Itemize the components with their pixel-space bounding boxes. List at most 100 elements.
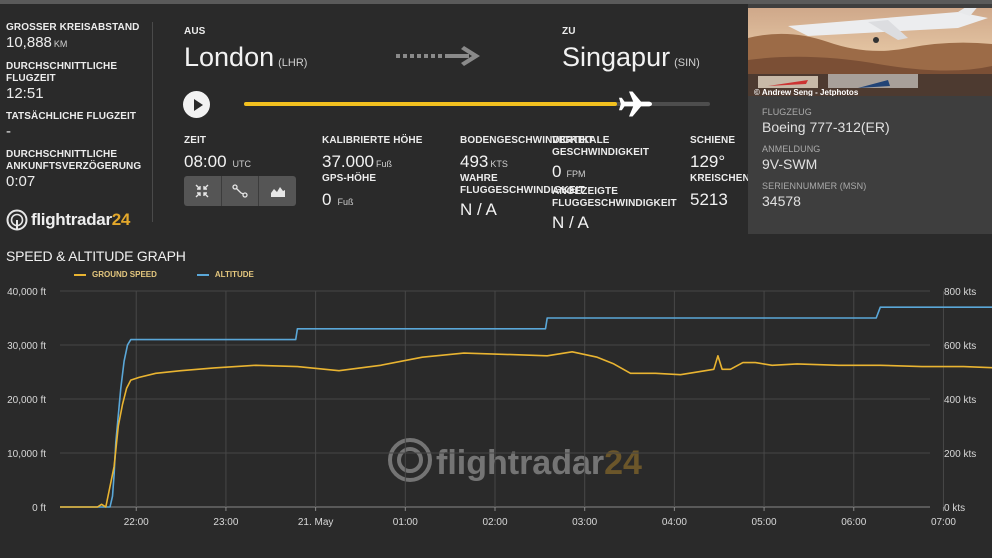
aircraft-photo-image	[748, 8, 992, 96]
actual-flight-time: TATSÄCHLICHE FLUGZEIT -	[6, 111, 146, 141]
metric-label: BODENGESCHWINDIGKEIT	[460, 135, 594, 146]
metric-value: 129°	[690, 152, 726, 171]
x-tick-label: 03:00	[572, 517, 597, 528]
route-icon	[232, 184, 248, 198]
logo-text: flightradar24	[31, 210, 131, 229]
y-right-tick-label: 800 kts	[944, 287, 976, 298]
graph-legend: GROUND SPEED ALTITUDE	[74, 270, 254, 279]
gps-altitude: GPS-HÖHE 0 Fuß	[322, 173, 376, 210]
chart-canvas[interactable]: flightradar24 0 ft 0 kts 10,000 ft 200 kts 20…	[0, 234, 992, 558]
route-arrow-icon	[396, 46, 480, 66]
y-left-tick-label: 40,000 ft	[7, 287, 46, 298]
x-tick-label: 23:00	[213, 517, 238, 528]
watermark: flightradar24	[388, 438, 642, 482]
msn-value: 34578	[762, 193, 801, 209]
metric-label: KALIBRIERTE HÖHE	[322, 135, 423, 146]
time-block: ZEIT 08:00 UTC	[184, 135, 251, 172]
legend-swatch	[196, 273, 209, 276]
route-button[interactable]	[222, 176, 260, 206]
graph-title: SPEED & ALTITUDE GRAPH	[6, 248, 186, 264]
metric-label: WAHRE FLUGGESCHWINDIGKEIT	[460, 173, 585, 196]
stat-label: GROSSER KREISABSTAND	[6, 22, 140, 33]
metric-value: 5213	[690, 190, 728, 209]
metric-value: N / A	[552, 213, 589, 232]
flightradar-logo[interactable]: flightradar24	[6, 209, 130, 231]
airplane-icon[interactable]	[616, 90, 654, 118]
collapse-icon	[195, 184, 209, 198]
calibrated-altitude: KALIBRIERTE HÖHE 37.000 Fuß	[322, 135, 423, 172]
destination: ZU Singapur (SIN)	[562, 26, 700, 73]
playback-progress	[244, 102, 617, 106]
origin: AUS London (LHR)	[184, 26, 307, 73]
x-tick-label: 21. May	[298, 517, 334, 528]
y-left-tick-label: 20,000 ft	[7, 395, 46, 406]
msn-label: SERIENNUMMER (MSN)	[762, 181, 867, 191]
aircraft-type-value: Boeing 777-312(ER)	[762, 119, 890, 135]
registration-label: ANMELDUNG	[762, 144, 821, 154]
aircraft-panel: © Andrew Seng - Jetphotos FLUGZEUG Boein…	[748, 4, 992, 238]
view-button-group	[184, 176, 296, 206]
metric-label: KREISCHEN	[690, 173, 750, 184]
track: SCHIENE 129°	[690, 135, 735, 172]
destination-label: ZU	[562, 26, 576, 37]
stat-value: -	[6, 123, 11, 140]
x-tick-label: 04:00	[662, 517, 687, 528]
photo-credit[interactable]: © Andrew Seng - Jetphotos	[754, 88, 859, 96]
metric-label: ANGEZEIGTE FLUGGESCHWINDIGKEIT	[552, 186, 677, 209]
origin-city[interactable]: London (LHR)	[184, 42, 308, 72]
x-tick-label: 06:00	[841, 517, 866, 528]
play-button[interactable]	[183, 91, 210, 118]
speed-altitude-graph: SPEED & ALTITUDE GRAPH GROUND SPEED ALTI…	[0, 234, 992, 558]
squawk: KREISCHEN 5213	[690, 173, 750, 210]
y-right-tick-label: 200 kts	[944, 449, 976, 460]
aircraft-photo[interactable]: © Andrew Seng - Jetphotos	[748, 8, 992, 96]
stat-label: TATSÄCHLICHE FLUGZEIT	[6, 111, 137, 122]
metric-label: VERTIKALE GESCHWINDIGKEIT	[552, 135, 650, 158]
ground-speed-series-line	[60, 351, 992, 508]
vertical-speed: VERTIKALE GESCHWINDIGKEIT 0 FPM	[552, 135, 672, 182]
x-tick-label: 07:00	[931, 517, 956, 528]
collapse-button[interactable]	[184, 176, 222, 206]
stat-value: 12:51	[6, 85, 44, 102]
flight-info-panel: GROSSER KREISABSTAND 10,888 KM DURCHSCHNI…	[0, 0, 992, 238]
y-right-tick-label: 400 kts	[944, 395, 976, 406]
aircraft-details: FLUGZEUG Boeing 777-312(ER) ANMELDUNG 9V…	[762, 106, 890, 217]
great-circle-distance: GROSSER KREISABSTAND 10,888 KM	[6, 22, 146, 53]
y-left-tick-label: 30,000 ft	[7, 341, 46, 352]
average-flight-time: DURCHSCHNITTLICHE FLUGZEIT 12:51	[6, 61, 146, 103]
stat-value: 0:07	[6, 173, 36, 190]
x-tick-label: 05:00	[752, 517, 777, 528]
y-left-tick-label: 0 ft	[32, 503, 46, 514]
metric-value: 0 FPM	[552, 162, 586, 181]
metric-value: N / A	[460, 200, 497, 219]
watermark-radar-icon	[397, 447, 423, 473]
aircraft-type-label: FLUGZEUG	[762, 107, 812, 117]
stat-label: DURCHSCHNITTLICHE FLUGZEIT	[6, 61, 118, 84]
play-icon	[193, 98, 203, 111]
metric-label: SCHIENE	[690, 135, 736, 146]
y-left-tick-label: 10,000 ft	[7, 449, 46, 460]
origin-label: AUS	[184, 26, 206, 37]
registration-value: 9V-SWM	[762, 156, 818, 172]
metric-value: 493 KTS	[460, 152, 508, 171]
destination-city[interactable]: Singapur (SIN)	[562, 42, 700, 72]
ground-speed: BODENGESCHWINDIGKEIT 493 KTS	[460, 135, 594, 172]
stat-value: 10,888 KM	[6, 34, 68, 51]
y-right-tick-label: 600 kts	[944, 341, 976, 352]
average-arrival-delay: DURCHSCHNITTLICHE ANKUNFTSVERZÖGERUNG 0:…	[6, 149, 146, 191]
playback-slider[interactable]	[244, 102, 710, 106]
time-value: 08:00 UTC	[184, 152, 252, 171]
watermark-radar-icon	[388, 438, 432, 482]
true-airspeed: WAHRE FLUGGESCHWINDIGKEIT N / A	[460, 173, 585, 220]
legend-ground-speed[interactable]: GROUND SPEED	[74, 270, 157, 279]
indicated-airspeed: ANGEZEIGTE FLUGGESCHWINDIGKEIT N / A	[552, 186, 682, 233]
y-right-tick-label: 0 kts	[944, 503, 965, 514]
x-tick-label: 01:00	[393, 517, 418, 528]
legend-altitude[interactable]: ALTITUDE	[196, 270, 254, 279]
graph-button[interactable]	[259, 176, 296, 206]
chart-icon	[270, 187, 285, 197]
altitude-series-line	[60, 306, 992, 508]
legend-swatch	[74, 273, 86, 276]
metric-value: 0 Fuß	[322, 190, 354, 209]
stat-label: DURCHSCHNITTLICHE ANKUNFTSVERZÖGERUNG	[6, 149, 142, 172]
